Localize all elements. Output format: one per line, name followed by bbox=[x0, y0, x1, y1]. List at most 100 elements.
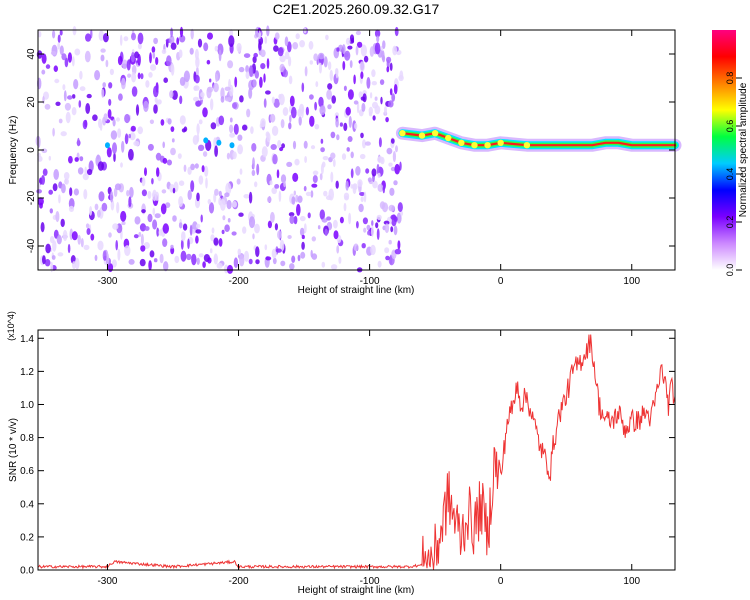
noise-blob bbox=[51, 255, 56, 260]
noise-blob bbox=[64, 178, 70, 185]
noise-blob bbox=[248, 258, 253, 265]
noise-hotspot bbox=[203, 137, 209, 144]
noise-blob bbox=[41, 175, 45, 185]
x-tick-label: 0 bbox=[498, 576, 504, 587]
noise-blob bbox=[121, 140, 125, 153]
noise-blob bbox=[77, 167, 84, 175]
noise-blob bbox=[288, 212, 295, 217]
noise-hotspot bbox=[104, 142, 110, 149]
noise-blob bbox=[232, 151, 237, 160]
noise-blob bbox=[150, 64, 157, 71]
noise-blob bbox=[303, 185, 307, 192]
noise-blob bbox=[312, 175, 318, 183]
noise-blob bbox=[112, 223, 119, 230]
noise-blob bbox=[265, 90, 271, 95]
noise-blob bbox=[269, 113, 276, 123]
noise-blob bbox=[58, 194, 61, 204]
noise-blob bbox=[69, 187, 73, 197]
noise-blob bbox=[349, 60, 353, 69]
noise-blob bbox=[318, 52, 325, 60]
noise-blob bbox=[319, 105, 326, 116]
noise-blob bbox=[271, 96, 275, 104]
noise-blob bbox=[148, 72, 153, 78]
noise-blob bbox=[195, 66, 199, 78]
noise-blob bbox=[74, 157, 79, 162]
noise-blob bbox=[321, 218, 328, 223]
noise-blob bbox=[301, 106, 304, 119]
noise-blob bbox=[351, 37, 355, 43]
noise-blob bbox=[141, 177, 146, 187]
noise-blob bbox=[203, 42, 209, 52]
noise-blob bbox=[179, 95, 183, 105]
noise-blob bbox=[248, 191, 253, 204]
noise-blob bbox=[356, 101, 360, 114]
noise-blob bbox=[333, 230, 339, 240]
noise-blob bbox=[106, 147, 112, 158]
noise-blob bbox=[115, 240, 118, 251]
noise-blob bbox=[348, 115, 352, 128]
noise-blob bbox=[220, 87, 225, 100]
noise-blob bbox=[213, 137, 218, 148]
noise-blob bbox=[277, 47, 284, 57]
noise-blob bbox=[238, 66, 245, 73]
noise-blob bbox=[92, 114, 98, 121]
noise-blob bbox=[318, 96, 324, 108]
ridge-peak bbox=[484, 142, 491, 149]
noise-blob bbox=[295, 33, 300, 40]
noise-blob bbox=[254, 223, 260, 234]
noise-blob bbox=[224, 97, 232, 102]
noise-blob bbox=[52, 240, 57, 252]
noise-blob bbox=[108, 232, 112, 238]
noise-blob bbox=[77, 234, 81, 245]
noise-blob bbox=[291, 196, 296, 205]
noise-blob bbox=[338, 256, 342, 264]
noise-blob bbox=[179, 26, 184, 38]
noise-blob bbox=[388, 239, 392, 245]
noise-blob bbox=[62, 229, 68, 242]
noise-blob bbox=[342, 44, 346, 55]
colorbar-tick-label: 0.8 bbox=[725, 72, 735, 85]
noise-blob bbox=[362, 93, 367, 103]
noise-blob bbox=[220, 199, 226, 211]
noise-blob bbox=[252, 233, 255, 240]
noise-blob bbox=[229, 117, 233, 123]
y-tick-label: 1.2 bbox=[20, 367, 34, 378]
noise-blob bbox=[131, 72, 137, 83]
noise-blob bbox=[236, 178, 241, 185]
noise-blob bbox=[274, 32, 280, 40]
noise-blob bbox=[56, 234, 62, 245]
noise-blob bbox=[320, 147, 325, 153]
noise-blob bbox=[237, 144, 244, 155]
noise-blob bbox=[369, 46, 375, 57]
noise-blob bbox=[106, 253, 110, 265]
noise-blob bbox=[202, 151, 208, 157]
noise-blob bbox=[264, 244, 268, 251]
noise-blob bbox=[388, 204, 395, 212]
noise-blob bbox=[177, 153, 182, 160]
noise-blob bbox=[289, 263, 295, 270]
noise-blob bbox=[172, 187, 176, 194]
noise-blob bbox=[344, 50, 351, 61]
noise-blob bbox=[399, 70, 404, 80]
noise-blob bbox=[44, 103, 51, 110]
noise-blob bbox=[131, 86, 138, 97]
noise-blob bbox=[123, 36, 129, 42]
noise-blob bbox=[67, 52, 72, 63]
noise-blob bbox=[294, 158, 300, 166]
noise-blob bbox=[244, 250, 249, 262]
noise-blob bbox=[385, 117, 389, 123]
noise-blob bbox=[355, 45, 359, 56]
noise-blob bbox=[308, 40, 314, 50]
noise-blob bbox=[67, 243, 71, 254]
noise-blob bbox=[213, 253, 218, 265]
noise-blob bbox=[271, 187, 278, 195]
noise-blob bbox=[289, 95, 295, 107]
noise-blob bbox=[77, 137, 80, 147]
noise-blob bbox=[126, 59, 131, 71]
noise-blob bbox=[382, 40, 386, 49]
noise-blob bbox=[151, 46, 156, 53]
noise-blob bbox=[120, 210, 127, 222]
noise-blob bbox=[339, 122, 343, 127]
noise-blob bbox=[394, 248, 402, 255]
ridge-peak bbox=[497, 139, 504, 146]
